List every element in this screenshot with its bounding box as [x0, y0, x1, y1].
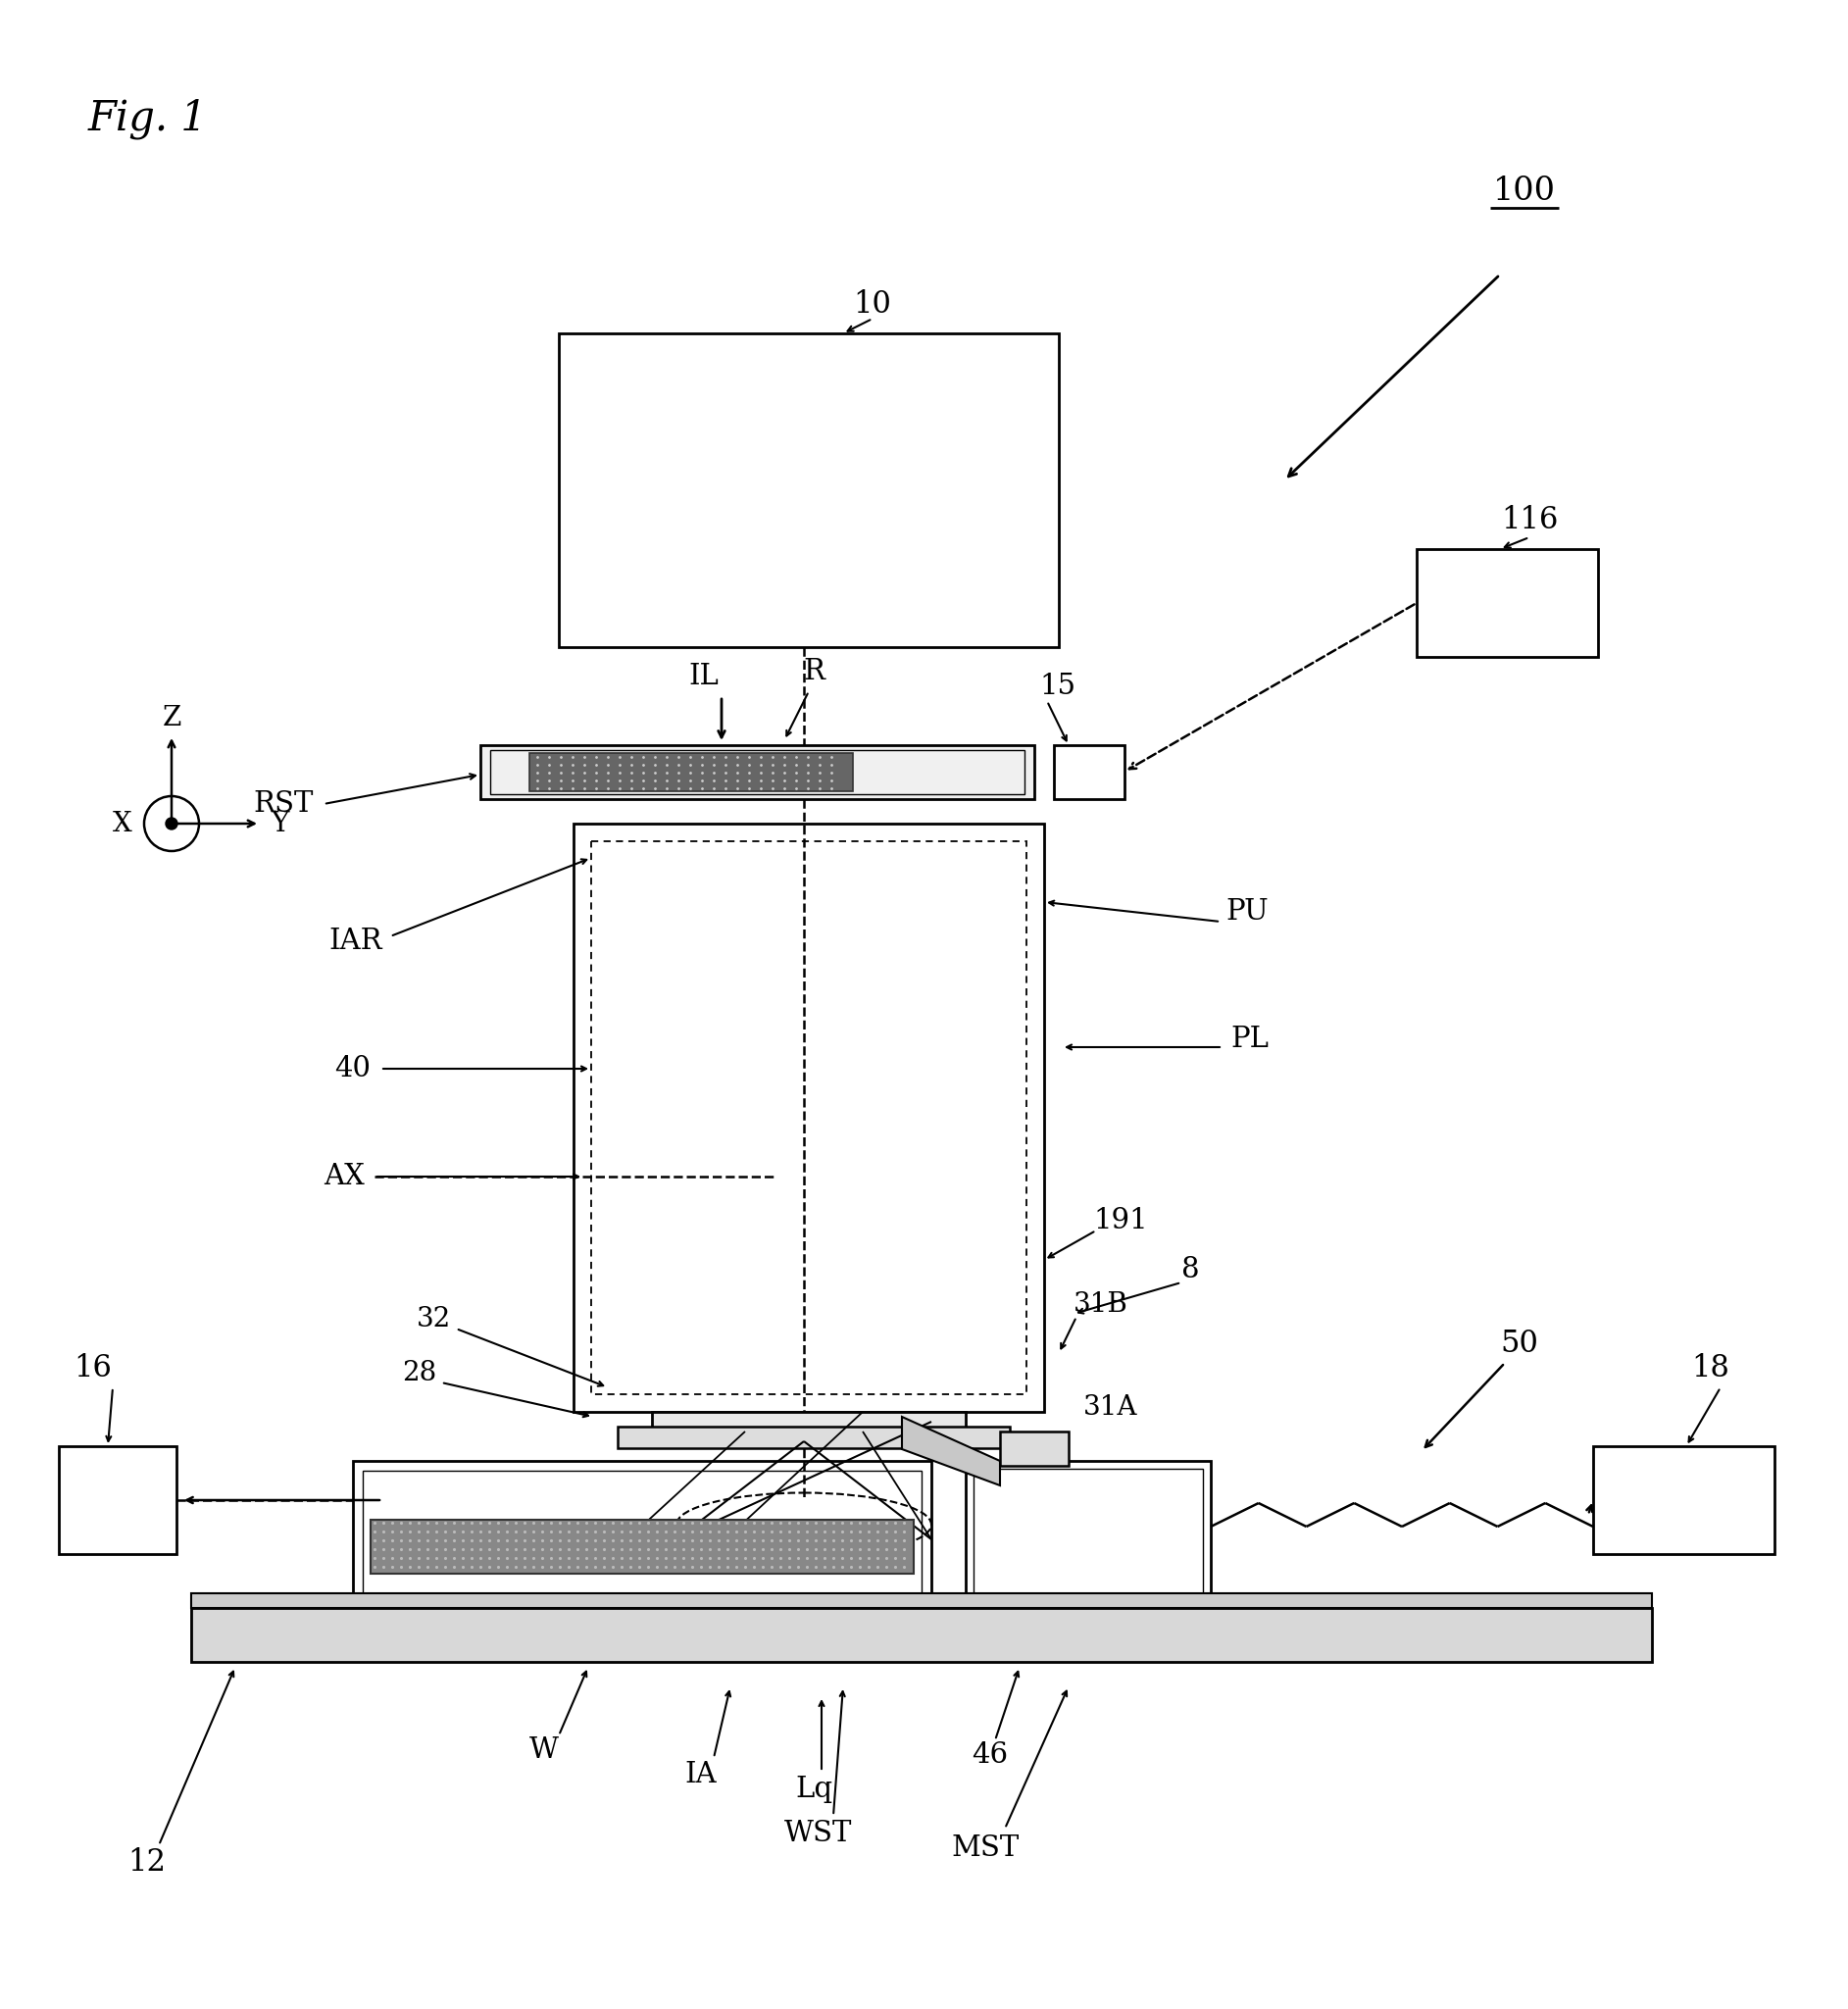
Text: IL: IL: [689, 663, 719, 691]
Text: 16: 16: [74, 1352, 113, 1382]
Bar: [190, 1593, 1652, 1607]
Text: 116: 116: [1501, 504, 1558, 534]
Text: 100: 100: [1493, 175, 1556, 207]
Text: Z: Z: [163, 705, 181, 731]
Text: 31B: 31B: [1074, 1292, 1129, 1318]
Bar: [353, 1461, 931, 1607]
Bar: [591, 842, 1026, 1394]
Bar: [1000, 1432, 1068, 1467]
Bar: [652, 1412, 967, 1440]
Bar: [967, 1461, 1210, 1607]
Text: PL: PL: [1231, 1025, 1268, 1053]
Text: PU: PU: [1225, 898, 1268, 926]
Text: R: R: [802, 657, 824, 685]
Text: 12: 12: [128, 1848, 166, 1878]
Polygon shape: [902, 1416, 1000, 1485]
Bar: [490, 749, 1024, 794]
Text: 31A: 31A: [1083, 1394, 1138, 1420]
Text: Fig. 1: Fig. 1: [89, 98, 207, 139]
Text: MST: MST: [952, 1834, 1020, 1862]
Text: 40: 40: [334, 1055, 371, 1083]
Text: 46: 46: [972, 1742, 1009, 1768]
Text: 50: 50: [1501, 1328, 1538, 1358]
Text: AX: AX: [323, 1163, 364, 1189]
Text: 15: 15: [1039, 673, 1076, 699]
Text: W: W: [529, 1736, 558, 1764]
Text: Lq: Lq: [795, 1776, 832, 1804]
Text: RST: RST: [253, 790, 314, 818]
Text: Y: Y: [270, 810, 288, 838]
Bar: [190, 1607, 1652, 1661]
Bar: [1417, 548, 1599, 657]
Text: 18: 18: [1691, 1352, 1730, 1382]
Bar: [558, 333, 1059, 647]
Bar: [529, 753, 854, 792]
Text: IA: IA: [686, 1762, 717, 1788]
Bar: [480, 745, 1035, 800]
Bar: [371, 1519, 913, 1573]
Bar: [362, 1471, 922, 1599]
Bar: [974, 1469, 1203, 1599]
Text: 32: 32: [416, 1306, 451, 1332]
Text: 28: 28: [401, 1360, 436, 1386]
Bar: [617, 1426, 1009, 1448]
Text: 8: 8: [1181, 1256, 1199, 1284]
Text: X: X: [113, 810, 133, 838]
Bar: [59, 1446, 176, 1555]
Bar: [1053, 745, 1124, 800]
Bar: [1593, 1446, 1774, 1555]
Circle shape: [166, 818, 177, 830]
Text: IAR: IAR: [329, 928, 383, 954]
Text: 191: 191: [1094, 1207, 1148, 1234]
Bar: [573, 824, 1044, 1412]
Text: 10: 10: [854, 289, 891, 319]
Text: WST: WST: [785, 1820, 852, 1846]
